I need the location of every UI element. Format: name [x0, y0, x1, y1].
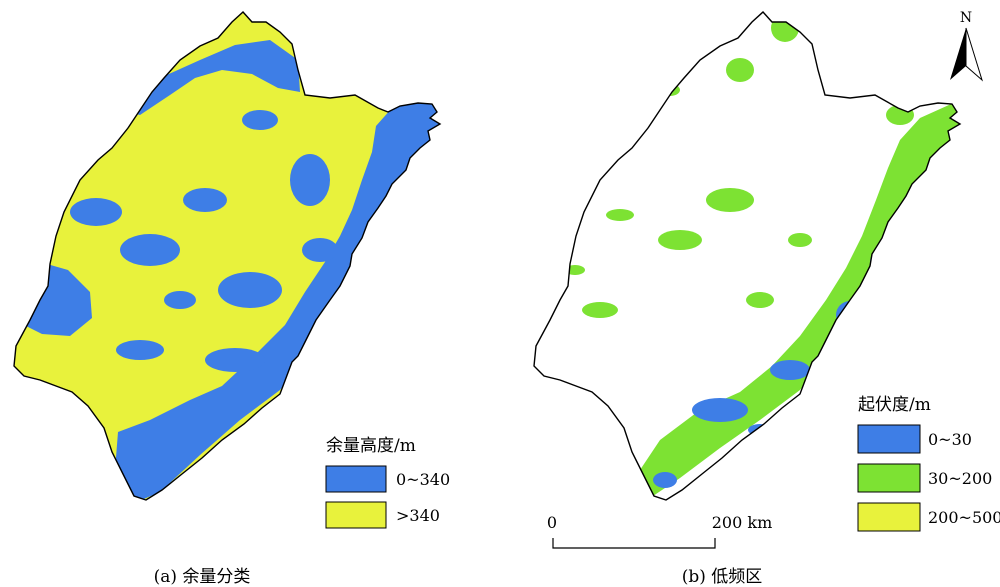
- map-panel-a: [13, 11, 441, 501]
- legend-b-label-2: 200~500: [928, 508, 1000, 527]
- legend-a-label-1: >340: [396, 506, 440, 525]
- caption-b: (b) 低频区: [682, 567, 763, 587]
- legend-b-swatch-1: [857, 463, 921, 493]
- legend-a-title: 余量高度/m: [326, 436, 416, 456]
- legend-b-title: 起伏度/m: [858, 395, 931, 415]
- legend-a-label-0: 0~340: [396, 470, 450, 489]
- class-0-340-areas: [14, 40, 440, 500]
- legend-b: 起伏度/m 0~30 30~200 200~500: [857, 395, 1000, 532]
- scale-bar: 0 200 km: [547, 513, 773, 549]
- scale-end-label: 200 km: [712, 513, 773, 532]
- legend-a-swatch-0: [325, 465, 387, 493]
- legend-a-swatch-1: [325, 501, 387, 529]
- scale-start-label: 0: [547, 513, 557, 532]
- legend-a: 余量高度/m 0~340 >340: [325, 436, 450, 529]
- legend-b-swatch-0: [857, 424, 921, 454]
- north-arrow-label: N: [960, 10, 972, 26]
- north-arrow-icon: N: [950, 10, 983, 82]
- legend-b-label-1: 30~200: [928, 469, 992, 488]
- caption-a: (a) 余量分类: [154, 567, 251, 587]
- legend-b-swatch-2: [857, 502, 921, 532]
- legend-b-label-0: 0~30: [928, 430, 972, 449]
